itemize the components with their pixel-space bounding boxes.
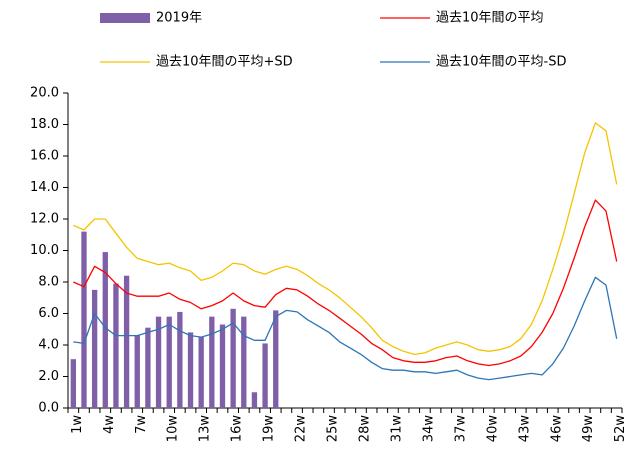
bar [134, 335, 140, 408]
bar [102, 252, 108, 408]
x-tick-label: 34w [421, 415, 436, 443]
bar [230, 308, 236, 408]
bar [166, 316, 172, 408]
y-tick-label: 14.0 [30, 180, 59, 195]
bar [123, 275, 130, 408]
x-tick-label: 37w [453, 415, 468, 443]
bar [219, 324, 226, 408]
x-tick-label: 43w [517, 415, 532, 443]
y-tick-label: 10.0 [30, 243, 59, 258]
line [73, 199, 618, 367]
legend-label: 過去10年間の平均-SD [436, 55, 567, 70]
x-tick-label: 19w [262, 415, 277, 443]
x-tick-label: 13w [198, 415, 213, 443]
y-tick-label: 0.0 [38, 401, 59, 416]
y-tick-label: 6.0 [38, 306, 59, 321]
y-tick-label: 18.0 [30, 117, 59, 132]
legend-label: 過去10年間の平均 [436, 11, 544, 26]
bar [145, 327, 151, 408]
bar [241, 316, 247, 408]
bar [187, 332, 194, 408]
x-tick-label: 25w [326, 415, 341, 443]
bar [262, 343, 268, 408]
bar [209, 316, 215, 408]
bar [273, 310, 279, 408]
y-tick-label: 4.0 [38, 338, 59, 353]
legend-swatch [100, 13, 150, 23]
bar [177, 311, 183, 408]
line [73, 122, 618, 356]
legend-label: 2019年 [156, 11, 202, 26]
x-tick-label: 40w [485, 415, 500, 443]
line [73, 276, 618, 381]
x-tick-label: 4w [102, 415, 117, 434]
bar [81, 231, 87, 408]
y-tick-label: 20.0 [30, 86, 59, 101]
x-tick-label: 16w [230, 415, 245, 443]
y-tick-label: 8.0 [38, 275, 59, 290]
x-tick-label: 49w [581, 415, 596, 443]
bar [155, 316, 162, 408]
x-tick-label: 10w [166, 415, 181, 443]
bar [198, 337, 204, 408]
x-tick-label: 22w [294, 415, 309, 443]
y-tick-label: 12.0 [30, 212, 59, 227]
x-tick-label: 46w [549, 415, 564, 443]
bar [113, 283, 119, 408]
x-tick-label: 1w [70, 415, 85, 434]
x-tick-label: 31w [389, 415, 404, 443]
x-tick-label: 28w [357, 415, 372, 443]
y-tick-label: 2.0 [38, 369, 59, 384]
bar [70, 359, 76, 408]
x-tick-label: 7w [134, 415, 149, 434]
y-tick-label: 16.0 [30, 149, 59, 164]
legend-label: 過去10年間の平均+SD [156, 55, 293, 70]
bar [91, 289, 98, 408]
x-tick-label: 52w [613, 415, 627, 443]
bar [251, 392, 258, 408]
